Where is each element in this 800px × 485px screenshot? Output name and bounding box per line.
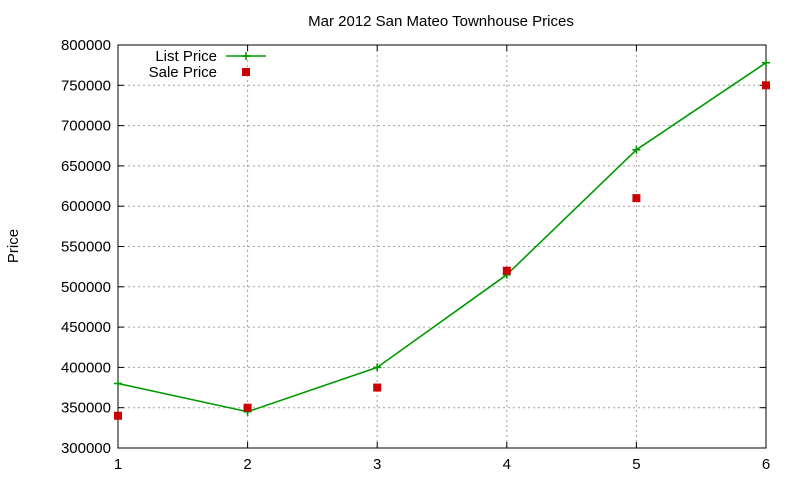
y-tick-label: 650000 [61, 158, 111, 175]
sale-price-point [373, 383, 382, 392]
sale-price-point [243, 403, 252, 412]
y-tick-label: 750000 [61, 77, 111, 94]
y-tick-label: 400000 [61, 359, 111, 376]
sale-price-point [114, 411, 122, 420]
y-tick-label: 700000 [61, 118, 111, 135]
list-price-point [373, 363, 382, 372]
list-price-line [117, 62, 767, 413]
y-tick-label: 350000 [61, 400, 111, 417]
legend-label-sale-price: Sale Price [149, 64, 217, 81]
y-tick-label: 500000 [61, 279, 111, 296]
y-tick-label: 300000 [61, 440, 111, 457]
list-price-point [114, 379, 122, 388]
list-price-point [632, 145, 641, 154]
x-tick-label: 4 [503, 456, 511, 473]
series-layer [114, 58, 770, 420]
legend-swatch-square [242, 68, 250, 76]
list-price-point [762, 58, 770, 67]
y-tick-label: 800000 [61, 37, 111, 54]
sale-price-point [502, 266, 511, 275]
chart-title: Mar 2012 San Mateo Townhouse Prices [308, 13, 574, 30]
grid-lines [118, 45, 766, 448]
y-tick-label: 600000 [61, 198, 111, 215]
y-axis-label: Price [5, 229, 22, 263]
x-tick-label: 1 [114, 456, 122, 473]
sale-price-point [632, 194, 641, 203]
x-tick-label: 3 [373, 456, 381, 473]
axis-ticks: 300000 350000 400000 450000 500000 550000 6000… [61, 37, 770, 473]
y-tick-label: 550000 [61, 239, 111, 256]
x-tick-label: 2 [243, 456, 251, 473]
y-tick-label: 450000 [61, 319, 111, 336]
sale-price-point [762, 81, 770, 90]
legend-label-list-price: List Price [155, 48, 217, 65]
x-tick-label: 5 [632, 456, 640, 473]
x-tick-label: 6 [762, 456, 770, 473]
